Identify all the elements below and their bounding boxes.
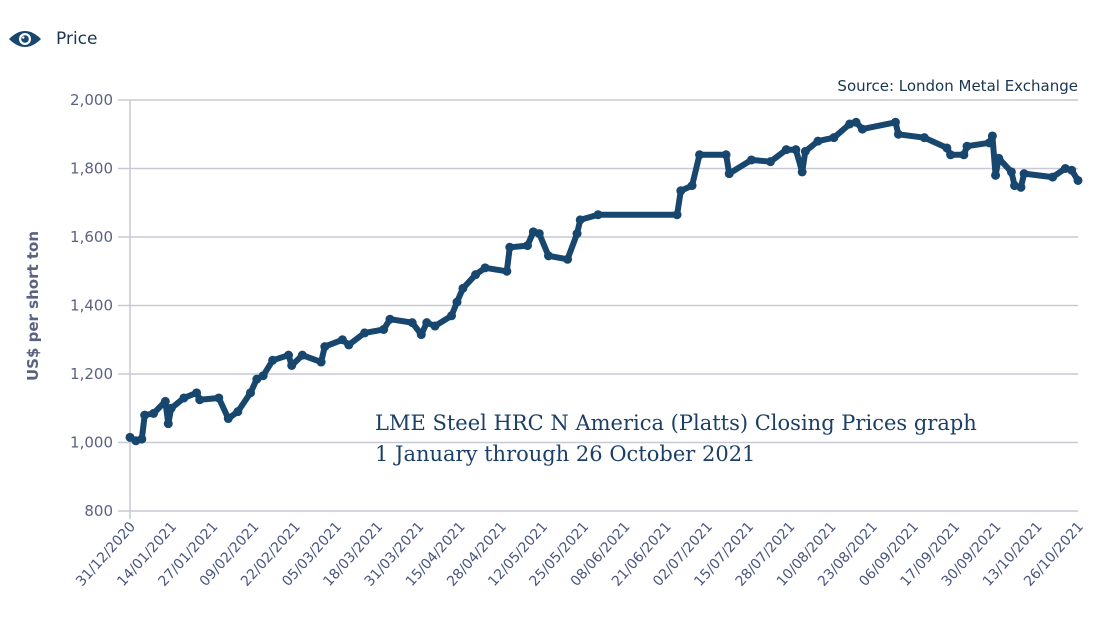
data-point — [919, 133, 929, 143]
data-point — [800, 146, 810, 156]
data-point — [320, 342, 330, 352]
data-point — [1019, 169, 1029, 179]
data-point — [245, 388, 255, 398]
data-point — [857, 124, 867, 134]
data-point — [695, 150, 705, 160]
data-point — [214, 393, 224, 403]
data-point — [672, 210, 682, 220]
data-point — [471, 270, 481, 280]
data-point — [385, 314, 395, 324]
data-point — [233, 407, 243, 417]
data-point — [344, 340, 354, 350]
eye-icon — [9, 31, 41, 47]
data-point — [1006, 167, 1016, 177]
data-point — [416, 330, 426, 340]
data-point — [480, 263, 490, 273]
data-point — [192, 388, 202, 398]
data-point — [575, 215, 585, 225]
y-tick-label: 1,000 — [70, 434, 113, 452]
data-point — [893, 129, 903, 139]
data-point — [797, 167, 807, 177]
data-point — [505, 242, 515, 252]
data-point — [163, 419, 173, 429]
data-point — [1048, 172, 1058, 182]
y-tick-label: 800 — [84, 502, 113, 520]
data-point — [297, 350, 307, 360]
data-point — [534, 229, 544, 239]
data-point — [781, 145, 791, 155]
data-point — [195, 395, 205, 405]
data-point — [149, 408, 159, 418]
data-point — [223, 414, 233, 424]
legend-item-price[interactable]: Price — [8, 28, 97, 50]
data-point — [890, 117, 900, 127]
data-point — [452, 297, 462, 307]
data-point — [522, 241, 532, 251]
series-line-price — [127, 119, 1081, 444]
y-tick-label: 1,200 — [70, 365, 113, 383]
data-point — [987, 131, 997, 141]
y-tick-label: 1,400 — [70, 297, 113, 315]
data-point — [813, 136, 823, 146]
data-point — [676, 186, 686, 196]
data-point — [422, 318, 432, 328]
data-point — [544, 251, 554, 261]
data-point — [959, 150, 969, 160]
data-point — [942, 143, 952, 153]
data-point — [962, 141, 972, 151]
data-point — [446, 311, 456, 321]
legend-label: Price — [56, 29, 98, 49]
data-point — [360, 328, 370, 338]
y-tick-label: 2,000 — [70, 91, 113, 109]
y-tick-label: 1,600 — [70, 228, 113, 246]
y-tick-label: 1,800 — [70, 160, 113, 178]
data-point — [572, 229, 582, 239]
data-point — [746, 155, 756, 165]
data-point — [407, 318, 417, 328]
data-point — [379, 324, 389, 334]
chart-title: LME Steel HRC N America (Platts) Closing… — [375, 411, 977, 435]
data-point — [851, 117, 861, 127]
data-point — [994, 153, 1004, 163]
data-point — [765, 157, 775, 167]
chart-source: Source: London Metal Exchange — [837, 77, 1078, 95]
data-point — [284, 350, 294, 360]
data-point — [268, 355, 278, 365]
chart-subtitle: 1 January through 26 October 2021 — [375, 442, 755, 466]
data-point — [137, 434, 147, 444]
data-point — [287, 360, 297, 370]
data-point — [593, 210, 603, 220]
data-point — [337, 335, 347, 345]
data-point — [430, 321, 440, 331]
data-point — [721, 150, 731, 160]
data-point — [791, 145, 801, 155]
data-point — [458, 283, 468, 293]
data-point — [563, 254, 573, 264]
data-point — [991, 170, 1001, 180]
data-point — [502, 266, 512, 276]
data-point — [160, 396, 170, 406]
data-point — [166, 403, 176, 413]
data-point — [1073, 175, 1083, 185]
data-point — [687, 181, 697, 191]
y-axis-label: US$ per short ton — [24, 231, 42, 381]
data-point — [984, 138, 994, 148]
data-point — [724, 169, 734, 179]
data-point — [946, 150, 956, 160]
data-point — [179, 393, 189, 403]
data-point — [1016, 182, 1026, 192]
data-point — [829, 133, 839, 143]
data-point — [1067, 165, 1077, 175]
data-point — [258, 371, 268, 381]
data-point — [316, 357, 326, 367]
data-point — [140, 410, 150, 420]
